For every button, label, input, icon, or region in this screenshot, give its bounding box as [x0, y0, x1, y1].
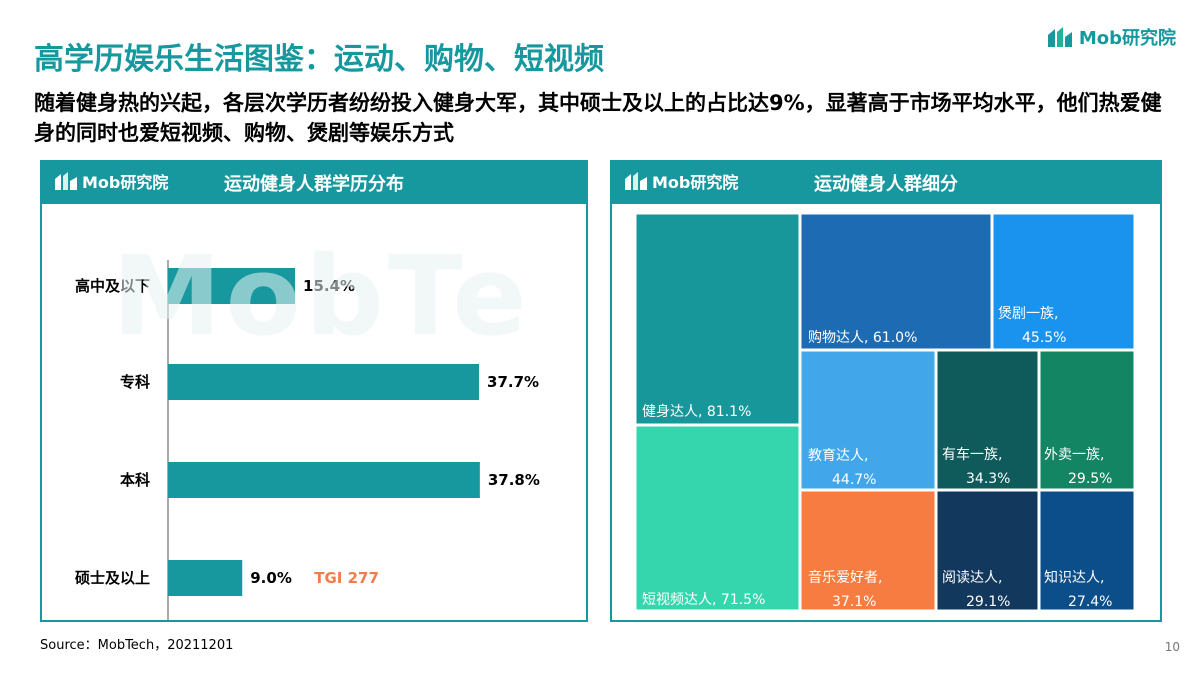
value-label: 37.8% — [488, 471, 540, 489]
tile-label-name: 音乐爱好者, — [808, 569, 882, 586]
education-bar-chart: 高中及以下 15.4% 专科 37.7% 本科 37.8% 硕士及以上 9.0% TGI 277 — [75, 260, 540, 644]
panel-logo: Mob研究院 — [624, 169, 738, 193]
panel-logo-text: Mob研究院 — [652, 173, 739, 192]
tile-label-name: 阅读达人, — [942, 569, 1002, 586]
tile-label-value: 37.1% — [832, 594, 876, 610]
treemap-tile — [800, 350, 936, 490]
bar — [168, 364, 480, 400]
tile-label-value: 29.1% — [966, 594, 1010, 610]
source-note: Source：MobTech，20211201 — [40, 638, 234, 653]
tile-label-name: 外卖一族, — [1044, 447, 1104, 463]
treemap-tile — [992, 213, 1135, 350]
tile-label-value: 45.5% — [1022, 330, 1066, 346]
tile-label: 短视频达人, 71.5% — [642, 592, 765, 608]
brand-logo: Mob研究院 — [1047, 24, 1176, 50]
treemap-tile — [635, 213, 800, 425]
value-label: 37.7% — [487, 373, 539, 391]
page-subtitle: 随着健身热的兴起，各层次学历者纷纷投入健身大军，其中硕士及以上的占比达9%，显著… — [34, 91, 1162, 145]
tgi-annotation: TGI 277 — [314, 569, 379, 587]
tile-label-value: 27.4% — [1068, 594, 1112, 610]
treemap-tile — [800, 213, 992, 350]
segment-panel-title: 运动健身人群细分 — [814, 174, 958, 195]
segment-treemap: 健身达人, 81.1% 短视频达人, 71.5% 购物达人, 61.0% 煲剧一族, 4… — [635, 213, 1135, 611]
tile-label-name: 知识达人, — [1044, 569, 1104, 586]
treemap-tile — [1039, 490, 1135, 611]
education-distribution-panel: Mob研究院 运动健身人群学历分布 MobTe 高中及以下 15.4% 专科 37.7… — [40, 160, 588, 644]
tile-label-name: 教育达人, — [808, 448, 868, 464]
page-title: 高学历娱乐生活图鉴：运动、购物、短视频 — [34, 42, 604, 77]
education-panel-title: 运动健身人群学历分布 — [224, 174, 404, 195]
page-number: 10 — [1164, 640, 1180, 654]
bar — [168, 560, 243, 596]
tile-label-value: 34.3% — [966, 471, 1010, 487]
building-icon — [1047, 27, 1072, 47]
treemap-tile — [635, 425, 800, 611]
building-icon — [55, 172, 77, 190]
tile-label-value: 29.5% — [1068, 471, 1112, 487]
category-label: 专科 — [120, 373, 150, 391]
tile-label: 健身达人, 81.1% — [642, 404, 751, 420]
category-label: 本科 — [120, 471, 150, 489]
tile-label-name: 煲剧一族, — [998, 305, 1058, 322]
panel-logo-text: Mob研究院 — [82, 173, 169, 192]
treemap-tile — [936, 350, 1039, 490]
category-label: 硕士及以上 — [75, 569, 150, 587]
tile-label-name: 有车一族, — [942, 446, 1002, 463]
bar — [168, 462, 480, 498]
segment-panel-header: Mob研究院 运动健身人群细分 — [612, 162, 1160, 204]
panel-logo: Mob研究院 — [54, 169, 168, 193]
bar — [168, 268, 296, 304]
value-label: 9.0% — [250, 569, 292, 587]
brand-text: Mob研究院 — [1078, 28, 1176, 49]
tile-label-value: 44.7% — [832, 472, 876, 488]
education-panel-header: Mob研究院 运动健身人群学历分布 — [42, 162, 586, 204]
segment-treemap-panel: Mob研究院 运动健身人群细分 健身达人, 81.1% 短视频达人, 71.5% 购… — [610, 160, 1162, 622]
treemap-tile — [800, 490, 936, 611]
tile-label: 购物达人, 61.0% — [808, 330, 917, 346]
building-icon — [625, 172, 647, 190]
treemap-tile — [1039, 350, 1135, 490]
treemap-tile — [936, 490, 1039, 611]
value-label: 15.4% — [303, 277, 355, 295]
category-label: 高中及以下 — [75, 277, 150, 295]
